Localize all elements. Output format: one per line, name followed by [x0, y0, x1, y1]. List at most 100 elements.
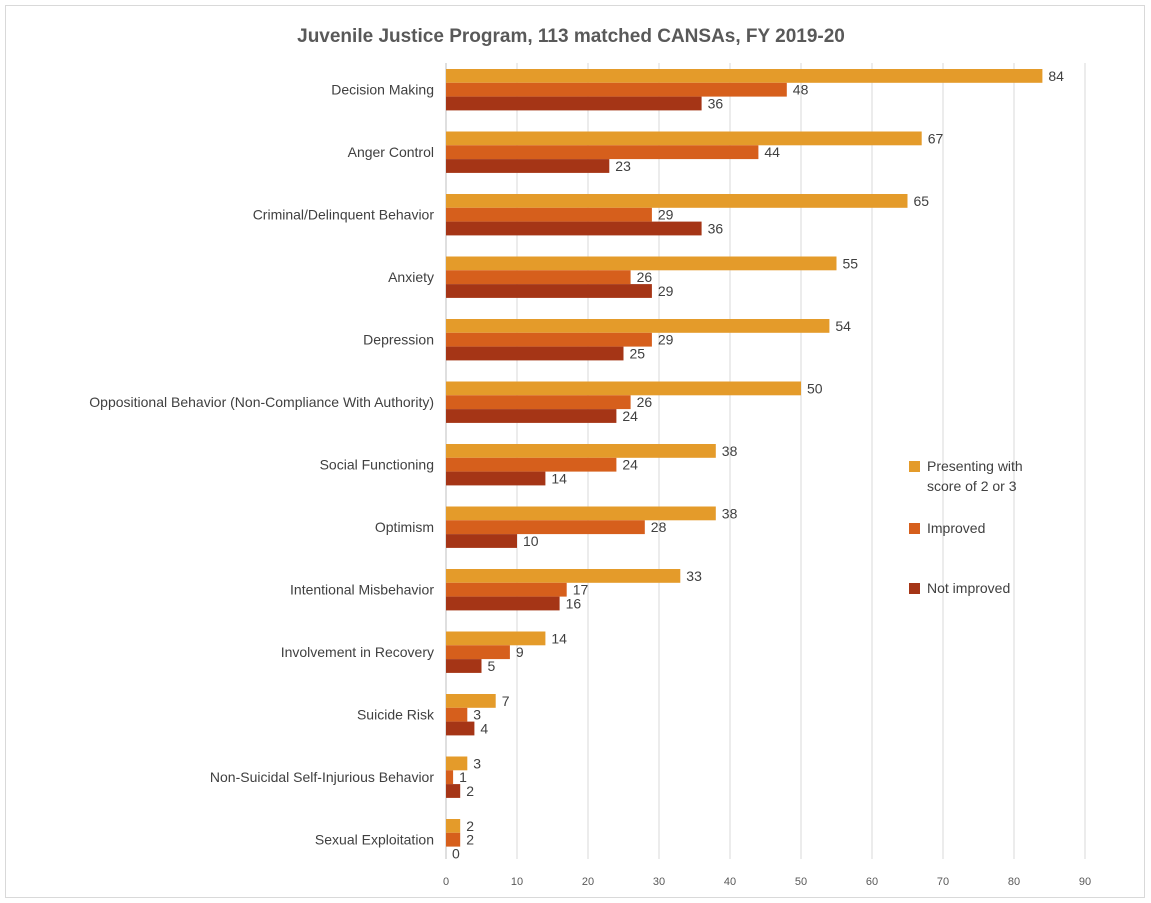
bar	[446, 194, 908, 208]
bar	[446, 395, 631, 409]
category-label: Oppositional Behavior (Non-Compliance Wi…	[89, 394, 434, 410]
bar	[446, 569, 680, 583]
bar	[446, 694, 496, 708]
chart-title: Juvenile Justice Program, 113 matched CA…	[297, 26, 845, 47]
x-tick-label: 70	[937, 876, 949, 888]
data-label: 9	[516, 644, 524, 660]
category-label: Suicide Risk	[357, 707, 435, 723]
legend-entry: Presenting with	[927, 458, 1023, 474]
category-label: Sexual Exploitation	[315, 832, 434, 848]
data-label: 38	[722, 443, 738, 459]
bar	[446, 645, 510, 659]
x-tick-label: 60	[866, 876, 878, 888]
x-tick-label: 50	[795, 876, 807, 888]
data-label: 67	[928, 130, 944, 146]
bar	[446, 382, 801, 396]
data-label: 29	[658, 283, 674, 299]
category-label: Intentional Misbehavior	[290, 582, 434, 598]
bar	[446, 632, 545, 646]
category-labels: Decision MakingAnger ControlCriminal/Del…	[89, 82, 435, 848]
data-label: 14	[551, 630, 567, 646]
data-label: 44	[764, 144, 780, 160]
data-label: 29	[658, 332, 674, 348]
data-label: 50	[807, 380, 823, 396]
x-axis-ticks: 0102030405060708090	[443, 876, 1091, 888]
bar	[446, 97, 702, 111]
data-label: 28	[651, 519, 667, 535]
bar	[446, 284, 652, 298]
bar	[446, 333, 652, 347]
legend-entry: Improved	[927, 520, 985, 536]
chart-frame: Juvenile Justice Program, 113 matched CA…	[5, 5, 1145, 898]
bar	[446, 159, 609, 173]
bar	[446, 319, 829, 333]
data-label: 23	[615, 158, 631, 174]
data-label: 4	[480, 721, 488, 737]
data-label: 3	[473, 755, 481, 771]
data-label: 26	[637, 269, 653, 285]
x-tick-label: 80	[1008, 876, 1020, 888]
x-tick-label: 10	[511, 876, 523, 888]
category-label: Anxiety	[388, 269, 434, 285]
x-tick-label: 30	[653, 876, 665, 888]
data-label: 48	[793, 82, 809, 98]
x-tick-label: 0	[443, 876, 449, 888]
data-label: 26	[637, 394, 653, 410]
legend-entry: Not improved	[927, 580, 1010, 596]
bar	[446, 145, 758, 159]
data-label: 2	[466, 783, 474, 799]
data-label: 2	[466, 832, 474, 848]
bar	[446, 770, 453, 784]
data-label: 84	[1048, 68, 1064, 84]
data-label: 65	[914, 193, 930, 209]
data-label: 24	[622, 408, 638, 424]
bar	[446, 722, 474, 736]
bar-chart: Juvenile Justice Program, 113 matched CA…	[6, 6, 1146, 899]
bar	[446, 444, 716, 458]
data-label: 24	[622, 457, 638, 473]
category-label: Non-Suicidal Self-Injurious Behavior	[210, 769, 434, 785]
category-label: Anger Control	[348, 144, 434, 160]
bar	[446, 583, 567, 597]
bar	[446, 83, 787, 97]
legend-swatch	[909, 523, 920, 534]
legend: Presenting with score of 2 or 3 Improved No…	[909, 458, 1023, 596]
data-label: 25	[630, 346, 646, 362]
category-label: Optimism	[375, 519, 434, 535]
bar	[446, 507, 716, 521]
data-label: 36	[708, 96, 724, 112]
data-label: 33	[686, 568, 702, 584]
data-label: 38	[722, 505, 738, 521]
x-tick-label: 40	[724, 876, 736, 888]
bar	[446, 409, 616, 423]
bar	[446, 458, 616, 472]
data-label: 36	[708, 221, 724, 237]
bar	[446, 472, 545, 486]
data-label: 7	[502, 693, 510, 709]
data-label: 16	[566, 596, 582, 612]
data-label: 10	[523, 533, 539, 549]
bar	[446, 270, 631, 284]
data-label: 55	[843, 255, 859, 271]
bar	[446, 819, 460, 833]
bar	[446, 69, 1042, 83]
bar	[446, 520, 645, 534]
legend-swatch	[909, 583, 920, 594]
bar	[446, 708, 467, 722]
category-label: Criminal/Delinquent Behavior	[253, 207, 435, 223]
data-label: 14	[551, 471, 567, 487]
category-label: Involvement in Recovery	[281, 644, 434, 660]
category-label: Depression	[363, 332, 434, 348]
bar	[446, 132, 922, 146]
bar	[446, 222, 702, 236]
legend-entry: score of 2 or 3	[927, 478, 1017, 494]
bar	[446, 208, 652, 222]
legend-swatch	[909, 461, 920, 472]
data-label: 29	[658, 207, 674, 223]
bar	[446, 347, 624, 361]
data-label: 5	[488, 658, 496, 674]
bar	[446, 597, 560, 611]
category-label: Social Functioning	[320, 457, 434, 473]
data-label: 0	[452, 846, 460, 862]
bar	[446, 784, 460, 798]
